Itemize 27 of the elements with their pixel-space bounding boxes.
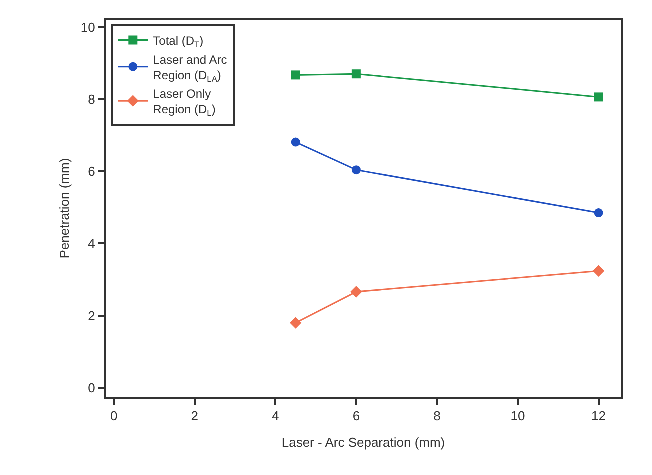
x-tick-label: 8 [434, 408, 441, 424]
x-tick-label: 6 [352, 408, 360, 424]
point [290, 317, 302, 329]
y-tick-label: 0 [88, 380, 96, 396]
x-tick-label: 0 [110, 408, 118, 424]
y-tick-label: 6 [88, 164, 96, 180]
point [352, 70, 361, 79]
y-tick-label: 10 [80, 20, 96, 35]
x-tick-label: 4 [272, 408, 280, 424]
point [594, 208, 604, 218]
y-axis-title: Penetration (mm) [57, 158, 72, 259]
point [352, 166, 361, 175]
point [350, 286, 362, 298]
x-tick-label: 12 [592, 408, 606, 424]
x-tick-label: 2 [191, 408, 198, 424]
y-tick-label: 8 [88, 92, 96, 107]
y-tick-label: 4 [88, 236, 96, 252]
x-tick-label: 10 [510, 408, 526, 424]
legend-label: Laser and Arc Region (D$_{LA}$) [153, 52, 228, 84]
point [592, 265, 605, 277]
y-tick-label: 2 [88, 308, 96, 324]
point [594, 92, 604, 102]
x-axis-title: Laser - Arc Separation (mm) [282, 435, 446, 450]
legend-label: Laser Only Region (D$_{L}$) [153, 86, 216, 118]
point [291, 138, 300, 147]
point [291, 70, 300, 80]
legend-label: Total (D$_{T}$) [153, 34, 204, 50]
